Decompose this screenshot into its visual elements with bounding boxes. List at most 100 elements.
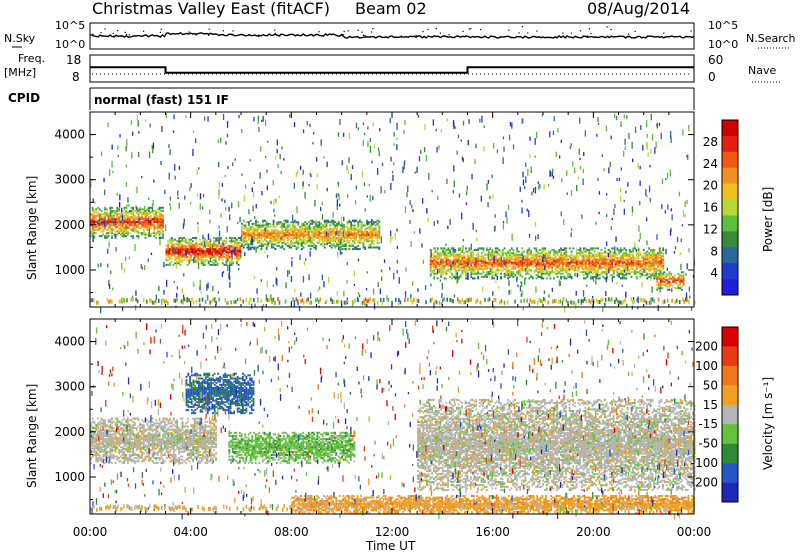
power-cell xyxy=(250,226,252,228)
power-cell xyxy=(127,197,128,203)
power-cell xyxy=(107,122,108,127)
power-cell xyxy=(338,300,340,304)
power-cell xyxy=(579,158,580,160)
power-cell xyxy=(124,226,126,228)
power-cell xyxy=(426,155,427,162)
power-cell xyxy=(120,219,122,221)
power-cell xyxy=(507,251,509,253)
power-cell xyxy=(225,175,226,177)
power-cell xyxy=(318,300,320,304)
power-cell xyxy=(340,239,341,243)
power-cell xyxy=(163,298,165,302)
power-cell xyxy=(560,281,561,286)
power-cell xyxy=(341,217,342,224)
power-cell xyxy=(161,126,162,132)
power-cell xyxy=(525,273,527,275)
power-cell xyxy=(595,270,597,272)
power-cell xyxy=(661,251,663,253)
power-cell xyxy=(613,266,615,268)
power-cell xyxy=(95,215,97,217)
power-cell xyxy=(367,222,368,225)
power-cell xyxy=(262,220,264,222)
power-cell xyxy=(111,217,112,224)
power-cell xyxy=(598,123,599,125)
power-cell xyxy=(578,249,580,251)
power-cell xyxy=(304,224,306,226)
power-cell xyxy=(296,221,298,223)
power-cell xyxy=(606,252,608,254)
power-cell xyxy=(431,297,433,301)
power-cell xyxy=(390,236,391,243)
power-cell xyxy=(138,213,140,215)
power-cell xyxy=(669,289,671,291)
power-cell xyxy=(368,232,370,234)
power-cell xyxy=(618,249,620,251)
power-cell xyxy=(290,247,292,249)
power-cell xyxy=(599,212,600,214)
power-cell xyxy=(346,165,347,170)
power-cell xyxy=(320,236,322,238)
power-cell xyxy=(176,264,177,269)
power-cell xyxy=(460,274,462,276)
power-cell xyxy=(356,220,358,222)
power-cell xyxy=(613,276,615,278)
power-cell xyxy=(418,115,419,118)
power-cell xyxy=(222,262,224,264)
power-cell xyxy=(113,215,115,217)
power-cell xyxy=(166,280,167,287)
power-cell xyxy=(528,259,530,261)
power-cell xyxy=(339,194,340,200)
power-cell xyxy=(153,235,155,237)
noise-search-point xyxy=(223,30,224,31)
power-cell xyxy=(111,227,113,229)
power-cell xyxy=(193,131,194,133)
power-cell xyxy=(511,271,513,273)
power-cell xyxy=(95,232,97,234)
power-cell xyxy=(334,221,336,223)
cpid-mode: normal (fast) 151 IF xyxy=(94,93,229,107)
power-cell xyxy=(126,164,127,167)
power-cell xyxy=(625,277,627,279)
power-cell xyxy=(528,268,530,270)
power-cell xyxy=(471,174,472,180)
power-cell xyxy=(676,278,678,280)
power-cell xyxy=(252,231,254,233)
power-cell xyxy=(113,210,115,212)
power-cell xyxy=(219,182,220,188)
power-cell xyxy=(624,209,625,215)
power-cell xyxy=(145,119,146,122)
noise-search-point xyxy=(589,28,590,29)
power-cell xyxy=(287,270,288,277)
power-cell xyxy=(437,196,438,201)
power-cell xyxy=(100,263,101,267)
power-cell xyxy=(656,276,658,278)
power-cell xyxy=(467,251,469,253)
power-cell xyxy=(155,210,157,212)
power-cell xyxy=(322,214,323,220)
power-cell xyxy=(183,259,185,261)
power-cell xyxy=(167,301,169,305)
power-cell xyxy=(131,235,133,237)
power-cell xyxy=(161,207,163,209)
power-cell xyxy=(646,262,648,264)
power-cell xyxy=(317,174,318,177)
power-cell xyxy=(259,240,261,242)
power-cell xyxy=(672,214,673,220)
power-cell xyxy=(561,267,562,270)
power-cell xyxy=(380,289,381,295)
power-cell xyxy=(549,276,550,279)
power-cell xyxy=(326,232,327,237)
power-cell xyxy=(583,290,584,296)
power-cell xyxy=(667,273,669,275)
power-cell xyxy=(560,276,562,278)
power-cell xyxy=(211,264,213,266)
frequency-panel: Freq. [MHz] 18 8 60 0 Nave xyxy=(4,52,782,84)
power-cell xyxy=(283,158,284,160)
power-cell xyxy=(200,280,201,287)
power-cell xyxy=(578,177,579,180)
power-cell xyxy=(180,264,182,266)
power-cell xyxy=(375,247,377,249)
power-cell xyxy=(134,244,135,251)
power-cell xyxy=(593,279,594,281)
power-cell xyxy=(631,251,633,253)
